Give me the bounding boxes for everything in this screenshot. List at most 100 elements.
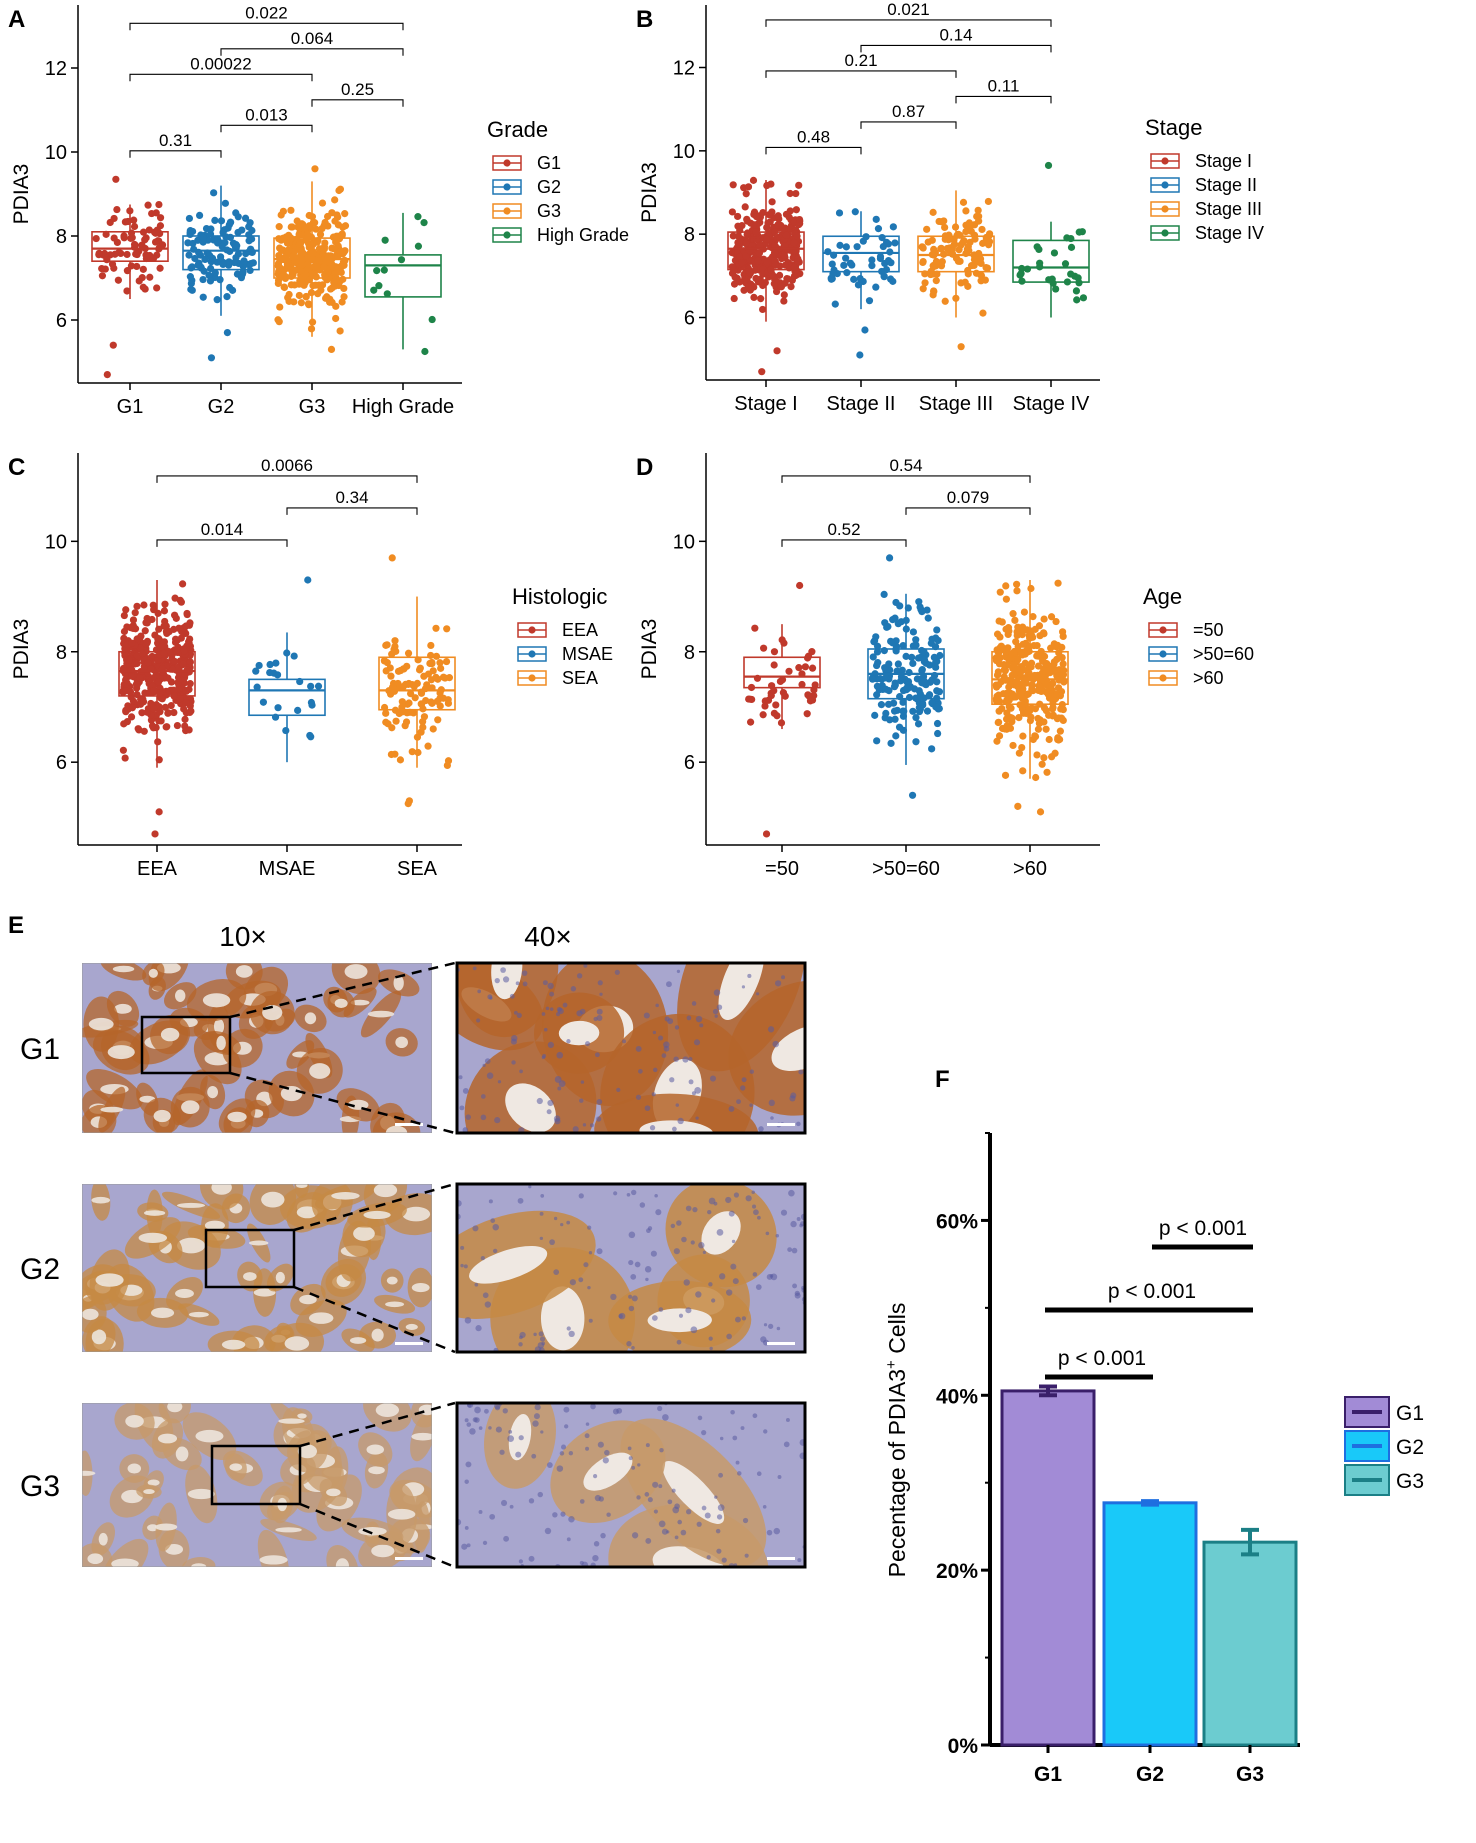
data-point: [132, 250, 140, 258]
data-point: [959, 198, 968, 206]
data-point: [291, 281, 299, 289]
zoom-region-box: [210, 1444, 302, 1506]
data-point: [1002, 582, 1010, 590]
nucleus: [464, 1526, 469, 1530]
legend-key-dot: [528, 650, 536, 658]
data-point: [308, 242, 316, 250]
data-point: [1047, 686, 1056, 694]
data-point: [147, 699, 155, 708]
gland-lumen: [505, 1083, 556, 1133]
data-point: [186, 708, 194, 717]
data-point: [979, 309, 987, 317]
gland-lumen: [187, 1488, 215, 1500]
data-point: [294, 223, 302, 231]
data-point: [429, 725, 437, 733]
data-point: [1018, 694, 1026, 702]
nucleus: [673, 1248, 680, 1255]
nucleus: [735, 1460, 740, 1465]
nucleus: [659, 1447, 664, 1453]
data-point: [933, 719, 942, 728]
data-point: [380, 656, 389, 665]
data-point: [767, 180, 775, 188]
data-point: [795, 664, 803, 672]
data-point: [139, 228, 148, 236]
comparison-bracket: 0.21: [765, 51, 957, 78]
nucleus: [597, 980, 603, 986]
data-point: [241, 214, 250, 222]
row-label: G3: [20, 1470, 60, 1503]
nucleus: [658, 1484, 663, 1489]
gland-lumen: [647, 1308, 712, 1333]
nucleus: [515, 981, 520, 986]
nucleus: [482, 1292, 489, 1299]
nucleus: [790, 1220, 797, 1228]
x-tick-label: MSAE: [259, 858, 316, 880]
nucleus: [549, 1239, 555, 1246]
nucleus: [559, 1451, 565, 1456]
gland-lumen: [125, 1414, 144, 1428]
y-tick-label: 10: [45, 142, 67, 164]
data-point: [314, 682, 323, 690]
data-point: [938, 218, 946, 226]
data-point: [1032, 773, 1040, 782]
data-point: [160, 607, 169, 615]
data-point: [123, 250, 131, 259]
nucleus: [777, 1475, 782, 1479]
nucleus: [507, 1435, 515, 1442]
data-point: [391, 637, 399, 645]
nucleus: [604, 1449, 610, 1456]
gland-lumen: [385, 1125, 408, 1133]
nucleus: [533, 1413, 540, 1420]
nucleus: [696, 1521, 702, 1527]
data-point: [420, 219, 428, 227]
data-point: [932, 703, 940, 711]
comparison-bracket: 0.021: [765, 0, 1052, 27]
data-point: [279, 272, 287, 281]
data-point: [123, 287, 131, 295]
nucleus: [674, 1503, 680, 1510]
comparison-bracket: 0.48: [765, 127, 862, 155]
nucleus: [566, 1039, 571, 1044]
data-point: [920, 648, 928, 656]
data-point: [303, 230, 312, 238]
nucleus: [690, 1326, 698, 1334]
points: [728, 176, 804, 376]
nucleus: [598, 1496, 604, 1502]
nucleus: [478, 1426, 483, 1430]
data-point: [884, 622, 892, 631]
data-point: [1004, 624, 1013, 632]
nucleus: [740, 1426, 745, 1431]
gland-lumen: [304, 1012, 317, 1025]
box-group-high-grade: High Grade: [352, 212, 454, 418]
data-point: [1047, 644, 1055, 652]
data-point: [143, 638, 151, 647]
data-point: [173, 648, 182, 657]
box-group--60: >60: [991, 579, 1069, 880]
nucleus: [472, 966, 477, 971]
nucleus: [518, 1435, 524, 1441]
nucleus: [480, 1114, 487, 1121]
gland-lumen: [155, 1523, 178, 1531]
nucleus: [466, 1543, 471, 1548]
data-point: [312, 225, 320, 233]
p-value: 0.00022: [190, 54, 251, 73]
data-point: [432, 624, 440, 632]
nucleus: [639, 1202, 646, 1208]
data-point: [332, 314, 340, 323]
data-point: [392, 717, 400, 725]
data-point: [167, 702, 175, 710]
gland-lumen: [349, 1337, 367, 1344]
nucleus: [564, 1424, 569, 1429]
data-point: [1059, 716, 1067, 725]
nucleus: [566, 1326, 571, 1331]
nucleus: [733, 1192, 740, 1198]
data-point: [234, 228, 242, 237]
nucleus: [719, 1436, 724, 1441]
data-point: [1027, 659, 1036, 667]
nucleus: [596, 1014, 603, 1021]
data-point: [391, 642, 399, 650]
outlier-point: [421, 347, 429, 356]
data-point: [891, 239, 899, 247]
data-point: [746, 269, 754, 277]
data-point: [432, 673, 440, 681]
